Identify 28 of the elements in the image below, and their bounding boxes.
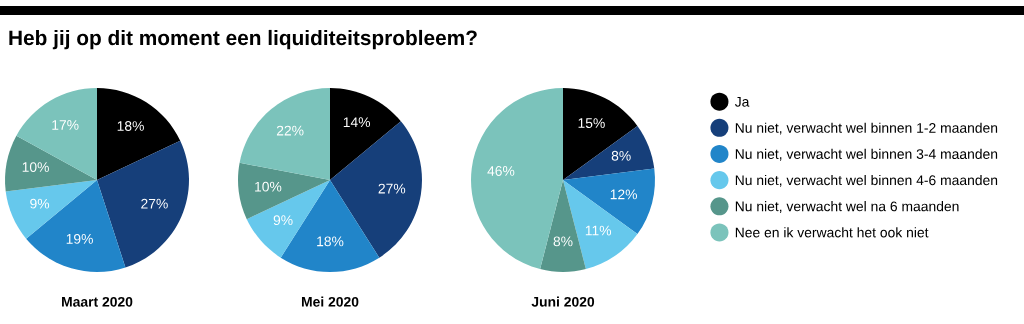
legend-label: Nu niet, verwacht wel na 6 maanden (735, 201, 959, 213)
chart-title: Heb jij op dit moment een liquiditeitsprobleem? (9, 29, 477, 50)
data-label: 18% (317, 236, 344, 247)
data-label: 18% (117, 121, 144, 131)
legend-label: Nu niet, verwacht wel binnen 1-2 maanden (735, 122, 998, 135)
data-label: 10% (22, 162, 49, 173)
data-label: 9% (30, 198, 50, 209)
data-label: 46% (487, 166, 515, 176)
data-label: 8% (553, 236, 573, 247)
data-label: 11% (585, 225, 612, 236)
legend-label: Nu niet, verwacht wel binnen 3-4 maanden (735, 148, 998, 161)
data-label: 8% (611, 150, 631, 161)
slice-label: Maart 2020 (62, 296, 133, 307)
data-label: 27% (141, 198, 168, 209)
data-label: 10% (255, 181, 282, 192)
slice-label: Mei 2020 (301, 296, 359, 307)
data-label: 19% (66, 233, 93, 244)
data-label: 17% (52, 120, 79, 130)
data-label: 12% (610, 189, 637, 200)
data-label: 14% (343, 117, 371, 128)
slice-label: Juni 2020 (531, 296, 595, 307)
legend-label: Nee en ik verwacht het ook niet (735, 227, 929, 238)
data-label: 15% (578, 118, 605, 128)
legend-label: Nu niet, verwacht wel binnen 4-6 maanden (735, 174, 998, 187)
data-label: 27% (378, 183, 406, 194)
legend-label: Ja (734, 97, 750, 107)
data-label: 9% (273, 215, 293, 226)
data-label: 22% (276, 125, 304, 136)
